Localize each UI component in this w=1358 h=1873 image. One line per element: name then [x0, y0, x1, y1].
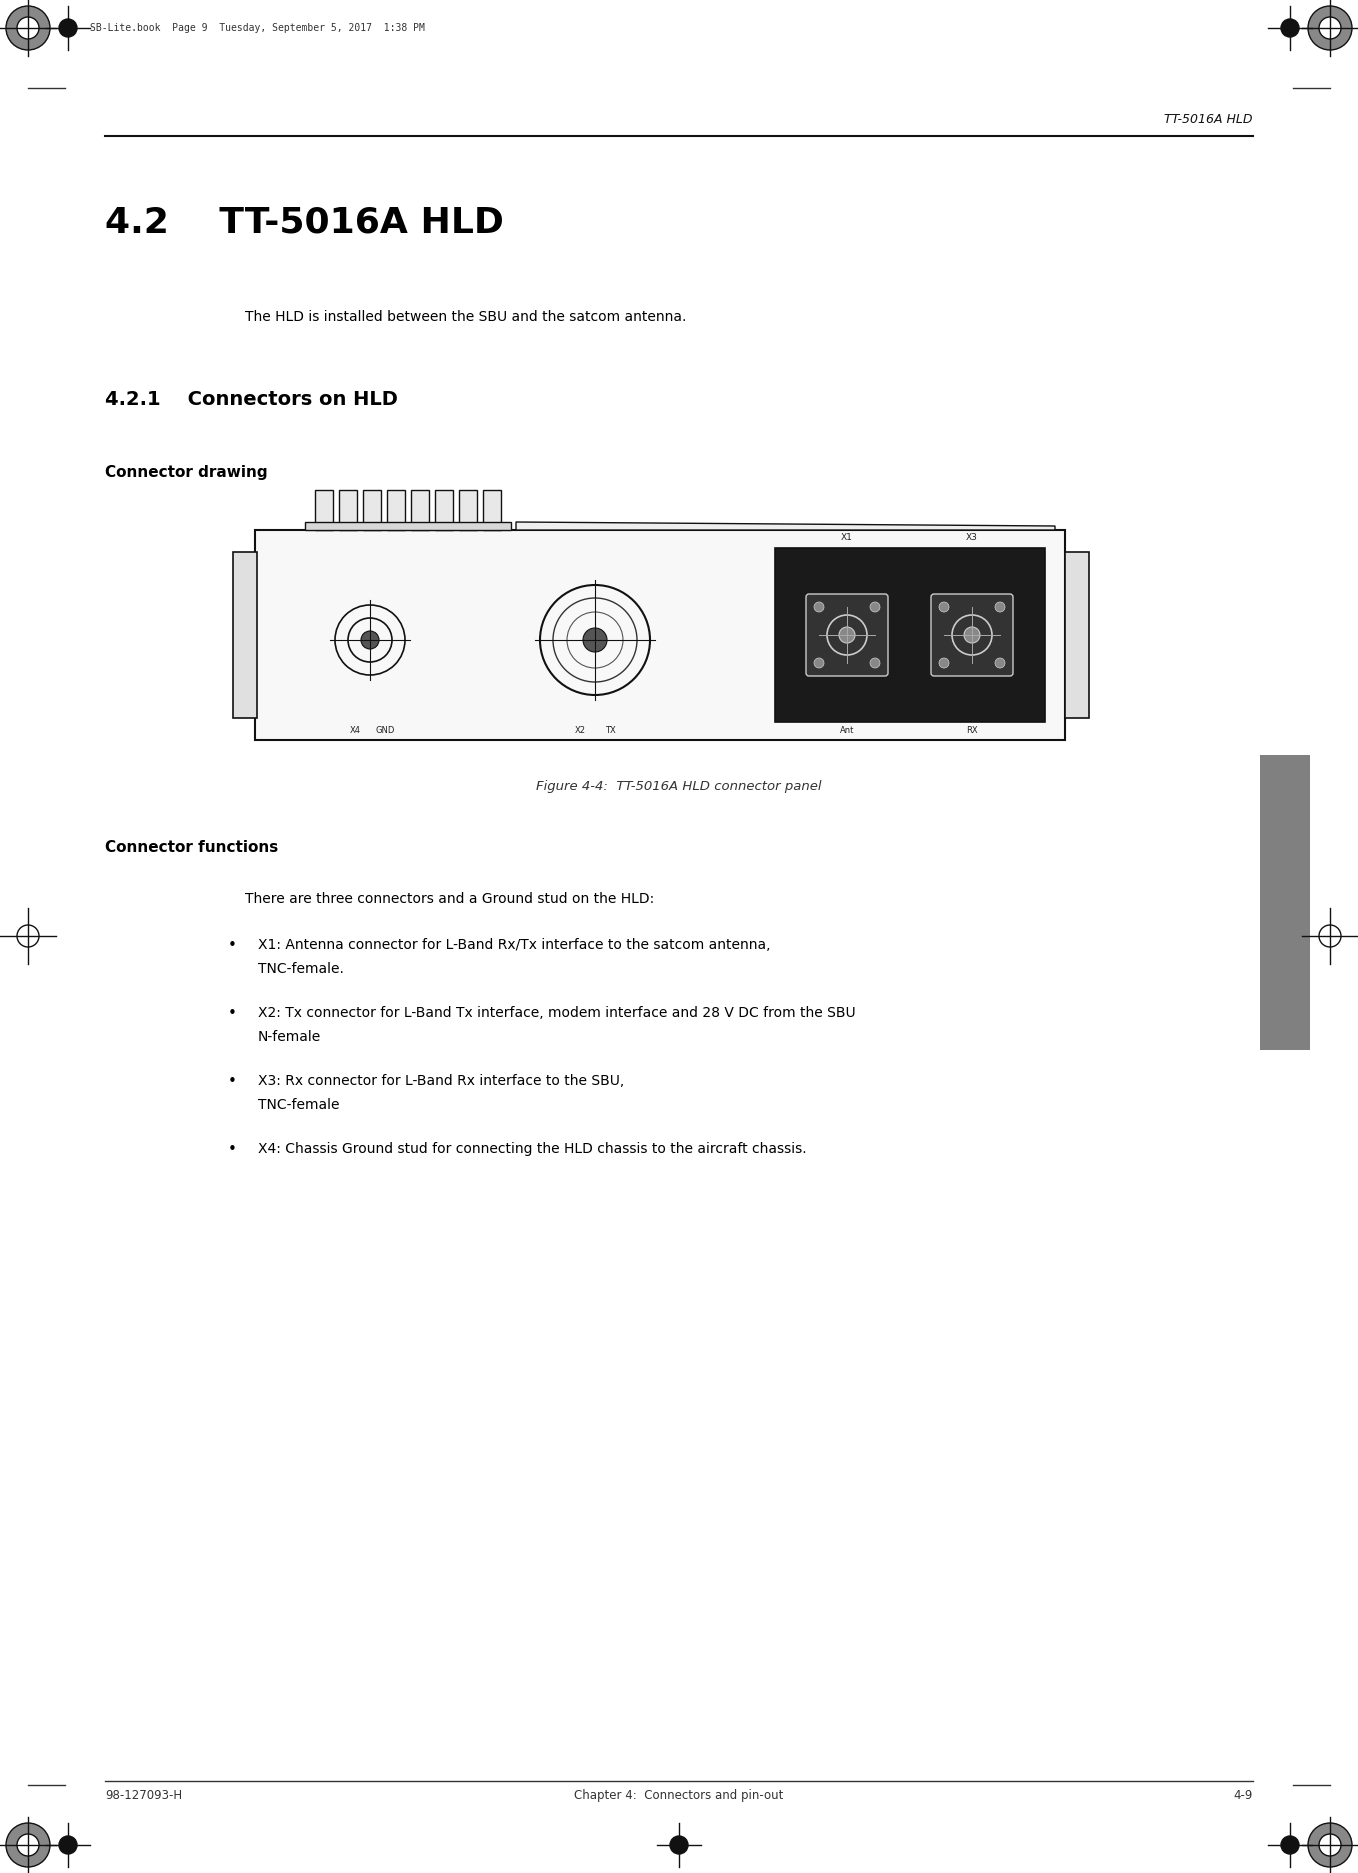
Text: •: • [228, 1073, 236, 1088]
Text: 4-9: 4-9 [1233, 1789, 1253, 1802]
Text: •: • [228, 1143, 236, 1158]
Circle shape [1308, 1822, 1353, 1867]
FancyBboxPatch shape [932, 594, 1013, 676]
Text: TNC-female: TNC-female [258, 1098, 340, 1113]
Circle shape [1319, 17, 1340, 39]
Circle shape [5, 6, 50, 51]
Text: X3: Rx connector for L-Band Rx interface to the SBU,: X3: Rx connector for L-Band Rx interface… [258, 1073, 625, 1088]
Bar [234, 553, 257, 717]
Circle shape [58, 1836, 77, 1854]
Bar [387, 491, 405, 530]
Circle shape [1319, 1834, 1340, 1856]
Bar [363, 491, 382, 530]
Text: X2: Tx connector for L-Band Tx interface, modem interface and 28 V DC from the S: X2: Tx connector for L-Band Tx interface… [258, 1006, 856, 1021]
Text: SB-Lite.book  Page 9  Tuesday, September 5, 2017  1:38 PM: SB-Lite.book Page 9 Tuesday, September 5… [90, 22, 425, 34]
Bar [459, 491, 477, 530]
Circle shape [995, 657, 1005, 669]
Circle shape [5, 1822, 50, 1867]
Text: X1: Antenna connector for L-Band Rx/Tx interface to the satcom antenna,: X1: Antenna connector for L-Band Rx/Tx i… [258, 938, 770, 951]
Text: 4.2.1    Connectors on HLD: 4.2.1 Connectors on HLD [105, 390, 398, 408]
Text: N-female: N-female [258, 1030, 322, 1043]
Circle shape [1281, 19, 1300, 37]
Circle shape [669, 1836, 689, 1854]
Circle shape [870, 601, 880, 612]
Bar [255, 530, 1065, 740]
Bar [1065, 553, 1089, 717]
Circle shape [938, 601, 949, 612]
Text: There are three connectors and a Ground stud on the HLD:: There are three connectors and a Ground … [244, 892, 655, 907]
Text: GND: GND [375, 727, 394, 734]
Text: Figure 4-4:  TT-5016A HLD connector panel: Figure 4-4: TT-5016A HLD connector panel [536, 779, 822, 792]
Circle shape [18, 1834, 39, 1856]
Bar [775, 549, 1046, 721]
Text: X3: X3 [966, 534, 978, 541]
Text: Connector drawing: Connector drawing [105, 465, 268, 479]
Text: 98-127093-H: 98-127093-H [105, 1789, 182, 1802]
Circle shape [813, 601, 824, 612]
Bar [411, 491, 429, 530]
Bar [340, 491, 357, 530]
Circle shape [583, 627, 607, 652]
Text: RX: RX [966, 727, 978, 734]
Bar [435, 491, 454, 530]
Polygon shape [516, 523, 1055, 530]
Text: X1: X1 [841, 534, 853, 541]
FancyBboxPatch shape [807, 594, 888, 676]
Text: X4: X4 [350, 727, 361, 734]
Circle shape [938, 657, 949, 669]
Text: X2: X2 [574, 727, 587, 734]
Bar [483, 491, 501, 530]
Text: •: • [228, 938, 236, 953]
Circle shape [839, 627, 856, 642]
Text: 4.2    TT-5016A HLD: 4.2 TT-5016A HLD [105, 204, 504, 240]
Circle shape [870, 657, 880, 669]
Circle shape [813, 657, 824, 669]
Bar [306, 523, 511, 530]
Text: X4: Chassis Ground stud for connecting the HLD chassis to the aircraft chassis.: X4: Chassis Ground stud for connecting t… [258, 1143, 807, 1156]
Circle shape [995, 601, 1005, 612]
Circle shape [964, 627, 980, 642]
Text: Ant: Ant [839, 727, 854, 734]
Text: The HLD is installed between the SBU and the satcom antenna.: The HLD is installed between the SBU and… [244, 311, 686, 324]
Text: •: • [228, 1006, 236, 1021]
Text: TX: TX [606, 727, 615, 734]
Circle shape [58, 19, 77, 37]
Text: Connector functions: Connector functions [105, 839, 278, 854]
Circle shape [1308, 6, 1353, 51]
Text: TT-5016A HLD: TT-5016A HLD [1165, 112, 1253, 125]
Bar [315, 491, 333, 530]
Text: Chapter 4:  Connectors and pin-out: Chapter 4: Connectors and pin-out [574, 1789, 784, 1802]
Circle shape [1281, 1836, 1300, 1854]
Circle shape [18, 17, 39, 39]
Bar [1260, 755, 1310, 1051]
Circle shape [361, 631, 379, 650]
Text: TNC-female.: TNC-female. [258, 963, 344, 976]
